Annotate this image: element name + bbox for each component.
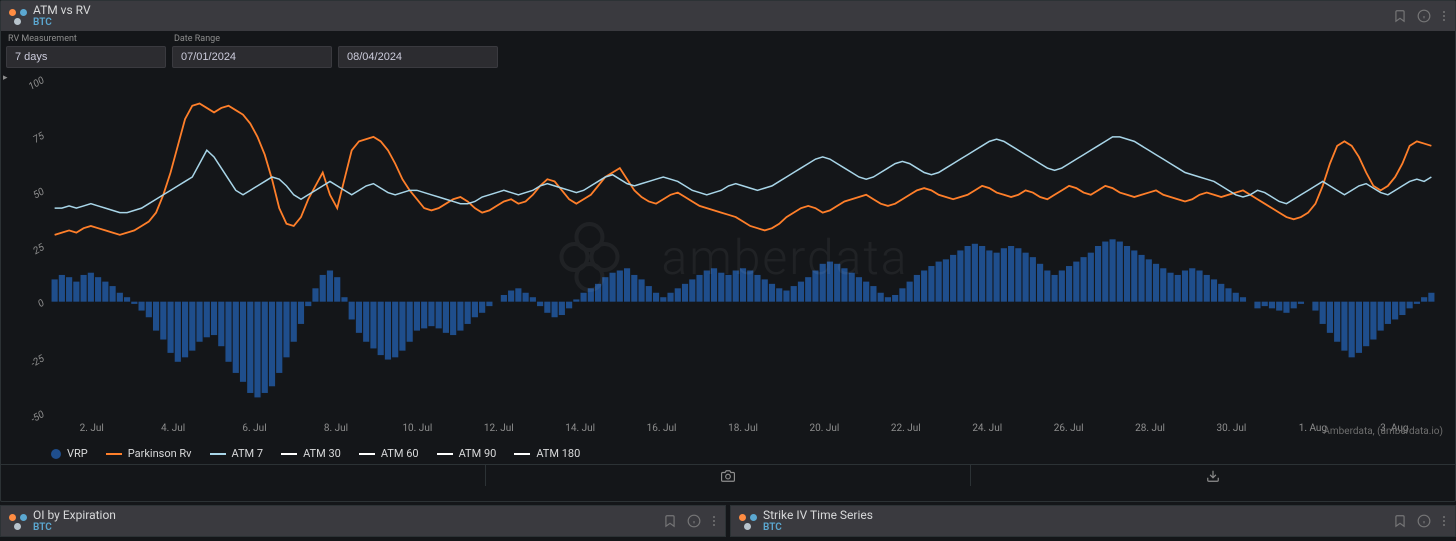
- menu-dots-icon[interactable]: [1441, 9, 1447, 23]
- legend-swatch: [106, 453, 122, 455]
- brand-logo-icon: [9, 9, 27, 23]
- legend-label: ATM 90: [459, 447, 497, 460]
- brand-logo-icon: [9, 514, 27, 528]
- legend-item-parkinson_rv[interactable]: Parkinson Rv: [106, 447, 192, 460]
- legend-item-vrp[interactable]: VRP: [51, 447, 88, 460]
- bookmark-icon[interactable]: [1393, 9, 1407, 23]
- legend-item-atm60[interactable]: ATM 60: [359, 447, 419, 460]
- svg-text:6. Jul: 6. Jul: [242, 423, 266, 434]
- rv-measurement-input[interactable]: [6, 46, 166, 68]
- footer-blank[interactable]: [1, 465, 486, 486]
- svg-text:16. Jul: 16. Jul: [647, 423, 677, 434]
- menu-dots-icon[interactable]: [711, 514, 717, 528]
- svg-text:50: 50: [32, 186, 47, 201]
- header-actions: [1393, 9, 1447, 23]
- info-icon[interactable]: [687, 514, 701, 528]
- panel-title: ATM vs RV: [33, 4, 91, 17]
- legend-label: ATM 180: [536, 447, 580, 460]
- date-to-input[interactable]: [338, 46, 498, 68]
- main-panel-header: ATM vs RV BTC: [1, 1, 1455, 31]
- bottom-panel-left: OI by Expiration BTC: [0, 505, 726, 537]
- svg-text:18. Jul: 18. Jul: [728, 423, 758, 434]
- camera-icon[interactable]: [486, 465, 971, 486]
- expand-toggle-icon[interactable]: ▸: [3, 73, 8, 83]
- svg-text:-50: -50: [29, 409, 47, 426]
- svg-text:22. Jul: 22. Jul: [891, 423, 921, 434]
- panel-subtitle: BTC: [33, 522, 116, 533]
- panel-title: OI by Expiration: [33, 509, 116, 522]
- main-panel: ATM vs RV BTC RV Measurement Date Range: [0, 0, 1456, 502]
- svg-text:-25: -25: [29, 353, 47, 370]
- legend-swatch: [281, 453, 297, 455]
- legend-label: Parkinson Rv: [128, 447, 192, 460]
- svg-text:12. Jul: 12. Jul: [484, 423, 514, 434]
- info-icon[interactable]: [1417, 514, 1431, 528]
- panel-subtitle: BTC: [33, 17, 91, 28]
- date-from-input[interactable]: [172, 46, 332, 68]
- panel-subtitle: BTC: [763, 522, 873, 533]
- footer-toolbar: [1, 464, 1455, 486]
- legend-swatch: [51, 449, 61, 459]
- bookmark-icon[interactable]: [663, 514, 677, 528]
- legend-item-atm7[interactable]: ATM 7: [210, 447, 264, 460]
- legend-swatch: [359, 453, 375, 455]
- svg-text:30. Jul: 30. Jul: [1217, 423, 1247, 434]
- svg-text:24. Jul: 24. Jul: [972, 423, 1002, 434]
- title-group: ATM vs RV BTC: [9, 4, 91, 28]
- legend-label: VRP: [67, 447, 88, 460]
- svg-text:75: 75: [32, 130, 47, 145]
- controls-row: RV Measurement Date Range: [1, 31, 1455, 71]
- bottom-panels: OI by Expiration BTC Strike IV Time Seri…: [0, 505, 1456, 537]
- svg-text:25: 25: [32, 242, 47, 257]
- legend-swatch: [514, 453, 530, 455]
- legend-swatch: [210, 453, 226, 455]
- panel-title: Strike IV Time Series: [763, 509, 873, 522]
- svg-text:0: 0: [36, 297, 47, 310]
- bottom-panel-right: Strike IV Time Series BTC: [730, 505, 1456, 537]
- svg-text:20. Jul: 20. Jul: [809, 423, 839, 434]
- legend: VRP Parkinson Rv ATM 7 ATM 30 ATM 60 ATM 90 AT…: [1, 441, 1455, 464]
- svg-text:2. Jul: 2. Jul: [80, 423, 104, 434]
- date-range-label: Date Range: [172, 34, 498, 44]
- attribution-text: Amberdata, (amberdata.io): [1323, 426, 1443, 437]
- chart-svg: -50 -25 0 25 50 75 100 2. Jul 4. Jul 6. Jul 8. Jul…: [23, 73, 1445, 441]
- download-icon[interactable]: [971, 465, 1455, 486]
- chart-area[interactable]: amberdata -50-2502550751002. Jul4. Jul6.…: [23, 73, 1445, 441]
- legend-label: ATM 7: [232, 447, 264, 460]
- legend-swatch: [437, 453, 453, 455]
- menu-dots-icon[interactable]: [1441, 514, 1447, 528]
- legend-item-atm30[interactable]: ATM 30: [281, 447, 341, 460]
- legend-label: ATM 60: [381, 447, 419, 460]
- svg-text:100: 100: [27, 75, 47, 93]
- svg-text:14. Jul: 14. Jul: [565, 423, 595, 434]
- svg-text:28. Jul: 28. Jul: [1135, 423, 1165, 434]
- svg-text:26. Jul: 26. Jul: [1054, 423, 1084, 434]
- legend-item-atm180[interactable]: ATM 180: [514, 447, 580, 460]
- info-icon[interactable]: [1417, 9, 1431, 23]
- legend-item-atm90[interactable]: ATM 90: [437, 447, 497, 460]
- svg-text:8. Jul: 8. Jul: [324, 423, 348, 434]
- svg-text:4. Jul: 4. Jul: [161, 423, 185, 434]
- svg-text:10. Jul: 10. Jul: [402, 423, 432, 434]
- bookmark-icon[interactable]: [1393, 514, 1407, 528]
- brand-logo-icon: [739, 514, 757, 528]
- rv-measurement-label: RV Measurement: [6, 34, 166, 44]
- legend-label: ATM 30: [303, 447, 341, 460]
